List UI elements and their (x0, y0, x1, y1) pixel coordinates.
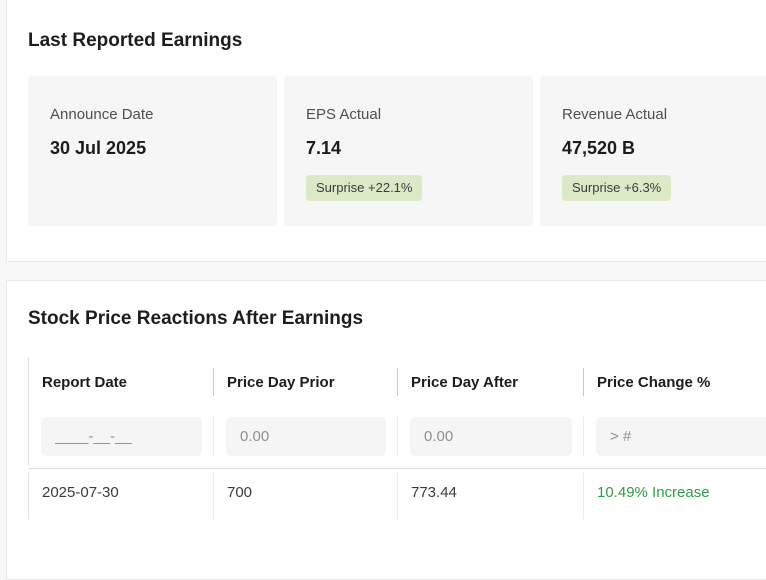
column-header-report-date: Report Date (42, 373, 128, 391)
reactions-table: Report Date Price Day Prior Price Day Af… (28, 357, 766, 519)
filter-cell-report-date (29, 417, 213, 456)
reactions-header-row: Report Date Price Day Prior Price Day Af… (29, 368, 766, 396)
filter-price-day-prior-input[interactable] (226, 417, 386, 456)
eps-surprise-badge: Surprise +22.1% (306, 175, 423, 201)
reactions-table-head-block: Report Date Price Day Prior Price Day Af… (28, 357, 766, 465)
cell-price-day-prior: 700 (213, 473, 397, 519)
announce-date-label: Announce Date (50, 106, 154, 123)
filter-cell-price-day-after (397, 417, 583, 456)
announce-date-value: 30 Jul 2025 (50, 138, 147, 158)
filter-report-date-input[interactable] (41, 417, 202, 456)
announce-date-card: Announce Date 30 Jul 2025 (28, 76, 277, 226)
eps-actual-label: EPS Actual (306, 106, 382, 123)
last-reported-earnings-title: Last Reported Earnings (28, 30, 243, 51)
cell-price-day-after: 773.44 (397, 473, 583, 519)
eps-actual-value: 7.14 (306, 138, 342, 158)
revenue-surprise-badge: Surprise +6.3% (562, 175, 672, 201)
earnings-cards-row: Announce Date 30 Jul 2025 EPS Actual 7.1… (28, 76, 766, 226)
cell-report-date: 2025-07-30 (42, 484, 119, 501)
reactions-filter-row (29, 417, 766, 456)
column-header-price-day-prior: Price Day Prior (213, 368, 397, 396)
cell-price-change: 10.49% Increase (583, 473, 766, 519)
revenue-actual-value: 47,520 B (562, 138, 636, 158)
filter-price-change-input[interactable] (596, 417, 766, 456)
last-reported-earnings-panel: Last Reported Earnings Announce Date 30 … (6, 0, 766, 262)
eps-actual-card: EPS Actual 7.14 Surprise +22.1% (284, 76, 533, 226)
revenue-actual-label: Revenue Actual (562, 106, 668, 123)
filter-cell-price-day-prior (213, 417, 397, 456)
column-header-price-day-after: Price Day After (397, 368, 583, 396)
column-header-price-change: Price Change % (583, 368, 766, 396)
revenue-actual-card: Revenue Actual 47,520 B Surprise +6.3% (540, 76, 766, 226)
row-separator (28, 468, 766, 469)
stock-price-reactions-panel: Stock Price Reactions After Earnings Rep… (6, 280, 766, 580)
table-row: 2025-07-30 700 773.44 10.49% Increase (28, 473, 766, 519)
filter-cell-price-change (583, 417, 766, 456)
filter-price-day-after-input[interactable] (410, 417, 572, 456)
stock-price-reactions-title: Stock Price Reactions After Earnings (28, 308, 364, 329)
